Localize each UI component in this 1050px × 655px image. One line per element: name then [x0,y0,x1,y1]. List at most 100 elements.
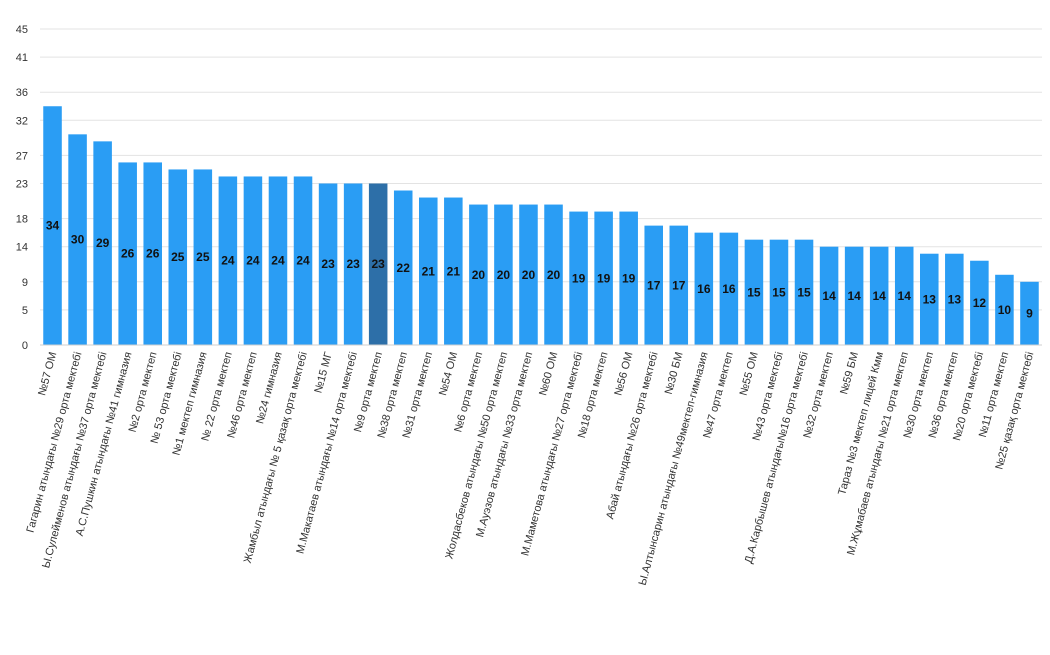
bar-value-label: 16 [697,282,711,296]
x-category-label: №15 МГ [312,351,335,395]
bar-value-label: 19 [572,271,586,285]
bar-value-label: 10 [998,303,1012,317]
x-category-label: №59 БМ [838,351,861,396]
bar [719,232,739,345]
bar-value-label: 14 [872,289,886,303]
bar-value-label: 15 [797,285,811,299]
bar [118,162,137,345]
bar-value-label: 14 [898,289,912,303]
bar-value-label: 23 [371,257,385,271]
bar-value-label: 17 [647,278,661,292]
bar [268,176,288,345]
bar [293,176,313,345]
bar [393,190,413,345]
bar-value-label: 21 [422,264,436,278]
bar [243,176,263,345]
bar-value-label: 24 [246,254,260,268]
y-tick-label: 9 [22,277,28,289]
bar-value-label: 20 [547,268,561,282]
bar-value-label: 16 [722,282,736,296]
bar [669,225,689,345]
bar-value-label: 26 [121,247,135,261]
bar [995,274,1014,345]
bar [544,204,563,345]
bar [619,211,638,345]
bar-value-label: 14 [847,289,861,303]
x-category-label: №24 гимназия [254,351,285,426]
x-category-label: Абай атындағы №26 орта мектебі [604,351,660,521]
bar-value-label: 13 [948,292,962,306]
bar-value-label: 23 [346,257,360,271]
bar [43,106,62,345]
bar [594,211,613,345]
y-tick-label: 5 [22,305,28,317]
bar-value-label: 25 [196,250,210,264]
bar-value-label: 19 [597,271,611,285]
x-category-label: №30 БМ [663,351,686,396]
bar [519,204,538,345]
bar-value-label: 12 [973,296,987,310]
x-category-label: №60 ОМ [537,351,560,397]
bar-value-label: 29 [96,236,110,250]
bar-value-label: 25 [171,250,185,264]
bar [744,239,764,345]
bar [68,134,87,345]
y-tick-label: 18 [16,214,28,226]
bar [419,197,438,345]
bar [769,239,789,345]
x-category-label: №56 ОМ [612,351,635,397]
bar [970,260,989,345]
bar [368,183,388,345]
y-tick-label: 14 [16,242,28,254]
y-tick-label: 27 [16,150,28,162]
bar [945,253,964,345]
bar [318,183,338,345]
bar [193,169,213,345]
bar-value-label: 17 [672,278,686,292]
bar-value-label: 15 [772,285,786,299]
bar [869,246,889,345]
bar [794,239,814,345]
x-category-label: №57 ОМ [36,351,59,397]
bar [844,246,864,345]
bar [819,246,839,345]
bar [894,246,914,345]
bar [920,253,939,345]
bar [694,232,714,345]
bar-value-label: 14 [822,289,836,303]
bar-value-label: 21 [447,264,461,278]
bar-value-label: 24 [271,254,285,268]
bar-value-label: 30 [71,233,85,247]
y-axis-ticks: 0 5 9 14 18 23 27 32 36 41 45 [16,24,28,352]
bar-value-label: 26 [146,247,160,261]
bar-value-label: 34 [46,219,60,233]
bar [469,204,488,345]
bar [644,225,663,345]
bar [93,141,112,345]
bar-value-label: 15 [747,285,761,299]
bar-value-label: 22 [397,261,411,275]
y-tick-label: 0 [22,340,28,352]
bar-value-label: 23 [321,257,335,271]
bar-value-label: 20 [522,268,536,282]
bar [494,204,513,345]
y-tick-label: 41 [16,52,28,64]
bar [168,169,188,345]
bar [1020,281,1039,345]
x-category-label: №54 ОМ [437,351,460,397]
bar-value-labels: 34 30 29 26 26 25 25 24 24 24 24 23 23 23 22 21 21 20 20 20… [46,219,1033,321]
bar-value-label: 20 [472,268,486,282]
bar-value-label: 19 [622,271,636,285]
bar [569,211,588,345]
bar-value-label: 24 [221,254,235,268]
bar [143,162,162,345]
y-tick-label: 23 [16,178,28,190]
bar [343,183,363,345]
bar [218,176,238,345]
bar-value-label: 9 [1026,306,1033,320]
y-tick-label: 45 [16,24,28,36]
bars [43,106,1039,345]
bar-value-label: 13 [923,292,937,306]
